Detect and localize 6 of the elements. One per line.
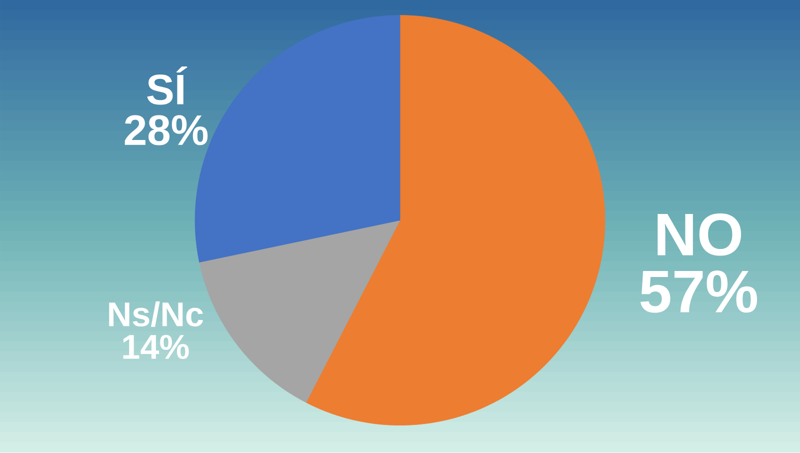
data-label: 57% bbox=[640, 270, 758, 313]
slice-label: Ns/Nc bbox=[109, 302, 203, 328]
data-label: 14% bbox=[123, 335, 189, 360]
data-label: 28% bbox=[124, 115, 208, 146]
slice-label: NO bbox=[658, 214, 742, 256]
slice-label: SÍ bbox=[147, 66, 188, 105]
